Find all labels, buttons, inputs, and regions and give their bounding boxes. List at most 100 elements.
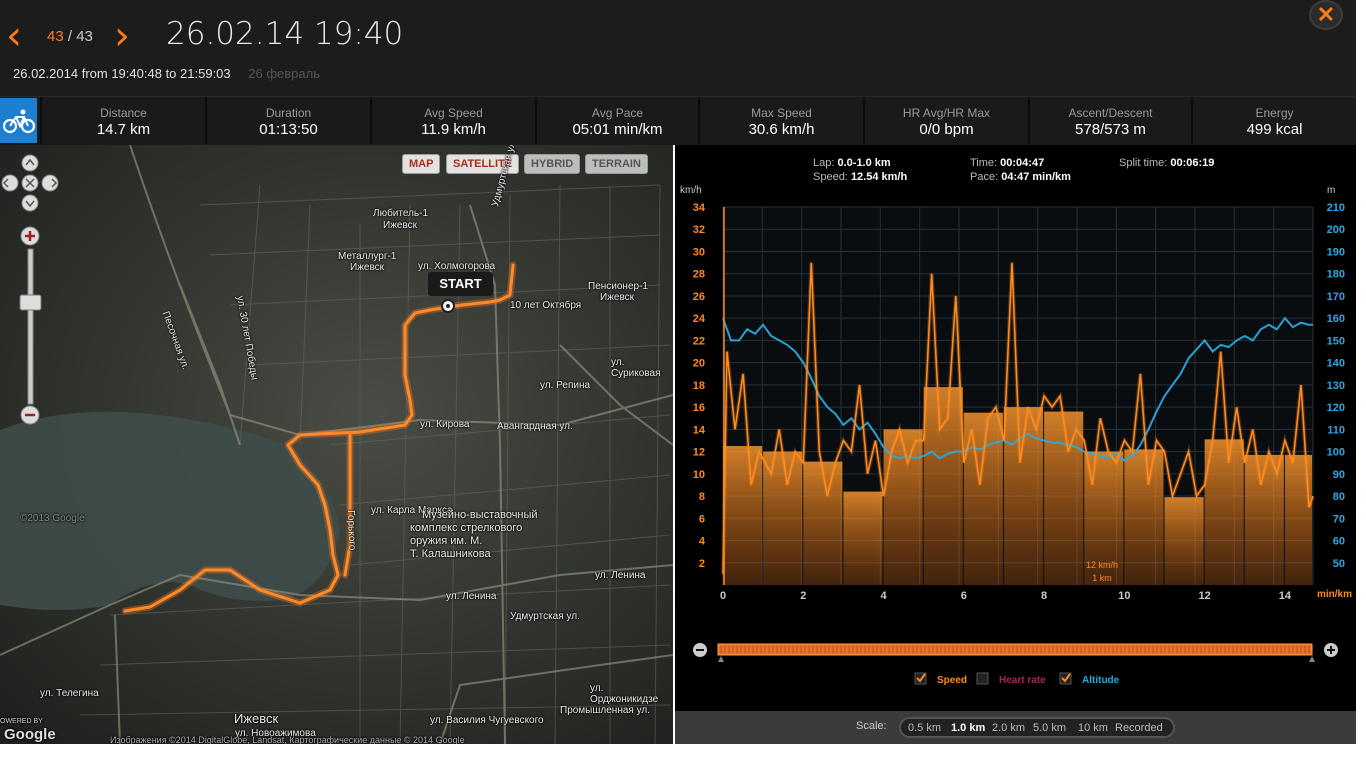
y-right-tick-label: 200 <box>1327 224 1345 236</box>
lap-info: Lap: 0.0-1.0 km <box>813 157 891 169</box>
scale-option-0-5km[interactable]: 0.5 km <box>908 722 942 734</box>
stat-label: Avg Pace <box>591 106 644 120</box>
subtitle-to: to <box>165 66 177 81</box>
map-label: Пенсионер-1 <box>588 281 648 292</box>
y-right-tick-label: 140 <box>1327 358 1345 370</box>
x-tick-label: 12 <box>1199 590 1211 602</box>
scale-option-2km[interactable]: 2.0 km <box>992 722 1026 734</box>
chevron-left-icon[interactable]: ‹ <box>6 13 22 59</box>
stat-label: Avg Speed <box>424 106 483 120</box>
stat-avg-pace: Avg Pace 05:01 min/km <box>535 97 698 144</box>
map-type-terrain-button[interactable]: TERRAIN <box>585 154 648 174</box>
speed-altitude-chart[interactable]: 2468101214161820222426283032345060708090… <box>675 145 1356 711</box>
stat-value: 499 kcal <box>1246 121 1303 138</box>
range-slider-track[interactable] <box>717 643 1313 656</box>
km-speed-bar <box>1044 411 1084 585</box>
scale-option-5km[interactable]: 5.0 km <box>1033 722 1067 734</box>
map-label: Ижевск <box>600 292 635 303</box>
y-right-tick-label: 80 <box>1333 491 1345 503</box>
zoom-slider[interactable] <box>19 226 42 425</box>
map-label: Металлург-1 <box>338 251 397 262</box>
legend-label: Heart rate <box>999 675 1046 686</box>
y-right-tick-label: 150 <box>1327 335 1345 347</box>
map-type-map-button[interactable]: MAP <box>402 154 441 174</box>
google-powered-label: OWERED BY <box>0 718 43 725</box>
y-left-tick-label: 6 <box>699 513 705 525</box>
counter-total: 43 <box>76 28 93 45</box>
map-label: Любитель-1 <box>373 208 429 219</box>
page-title: 26.02.14 19:40 <box>166 16 404 52</box>
route-map[interactable]: MAP SATELLITE HYBRID TERRAIN START Любит… <box>0 145 673 744</box>
stat-label: Max Speed <box>751 106 812 120</box>
stat-label: Distance <box>100 106 147 120</box>
subtitle-end: 21:59:03 <box>180 66 231 81</box>
y-right-tick-label: 90 <box>1333 469 1345 481</box>
chevron-right-icon[interactable]: › <box>114 13 130 59</box>
map-label: ул. Орджоникидзе <box>590 683 659 705</box>
map-type-satellite-button[interactable]: SATELLITE <box>446 154 520 174</box>
stat-ascent-descent: Ascent/Descent 578/573 m <box>1028 97 1191 144</box>
stat-value: 11.9 km/h <box>421 121 486 138</box>
map-label: ул. Василия Чугуевского <box>430 715 544 726</box>
scale-option-10km[interactable]: 10 km <box>1078 722 1108 734</box>
map-label: ул. Холмогорова <box>418 261 496 272</box>
stat-value: 05:01 min/km <box>572 121 663 138</box>
km-speed-bar <box>803 461 843 585</box>
subtitle-start: 19:40:48 <box>111 66 162 81</box>
y-left-tick-label: 18 <box>693 380 705 392</box>
y-right-tick-label: 170 <box>1327 291 1345 303</box>
y-left-tick-label: 2 <box>699 558 705 570</box>
x-tick-label: 2 <box>800 590 806 602</box>
lap-label: Lap: <box>813 157 835 169</box>
map-label: ул. Суриковая <box>611 357 661 379</box>
map-type-hybrid-button[interactable]: HYBRID <box>524 154 581 174</box>
stat-label: Ascent/Descent <box>1068 106 1153 120</box>
y-left-tick-label: 4 <box>699 536 706 548</box>
map-label: Горького <box>345 510 358 551</box>
window-edge <box>1356 0 1366 768</box>
stat-value: 14.7 km <box>96 121 151 138</box>
scale-option-1km[interactable]: 1.0 km <box>951 722 986 734</box>
x-tick-label: 4 <box>880 590 887 602</box>
bar-annotation-distance: 1 km <box>1092 573 1112 583</box>
km-speed-bar <box>843 491 883 585</box>
y-left-tick-label: 12 <box>693 447 705 459</box>
x-tick-label: 8 <box>1041 590 1047 602</box>
legend-checkbox-heart-rate[interactable] <box>976 672 989 685</box>
speed-info: Speed: 12.54 km/h <box>813 171 907 183</box>
subtitle-date: 26.02.2014 <box>13 66 79 81</box>
pace-info: Pace: 04:47 min/km <box>970 171 1071 183</box>
stat-max-speed: Max Speed 30.6 km/h <box>698 97 863 144</box>
pan-control[interactable] <box>1 154 59 212</box>
legend-checkbox-speed[interactable] <box>914 672 927 685</box>
pace-value: 04:47 min/km <box>1001 171 1071 183</box>
altitude-line <box>722 316 1313 462</box>
bar-annotation-speed: 12 km/h <box>1086 560 1118 570</box>
stats-bar: Distance 14.7 km Duration 01:13:50 Avg S… <box>0 96 1366 145</box>
stat-label: Energy <box>1255 106 1294 120</box>
y-left-tick-label: 34 <box>693 202 706 214</box>
stat-value: 0/0 bpm <box>919 121 974 138</box>
scale-label: Scale: <box>856 720 887 732</box>
time-value: 00:04:47 <box>1000 157 1045 169</box>
stat-energy: Energy 499 kcal <box>1191 97 1356 144</box>
legend-label: Speed <box>937 675 967 686</box>
stat-label: HR Avg/HR Max <box>902 106 991 120</box>
checkmark-icon <box>1061 673 1071 683</box>
close-icon[interactable]: ✕ <box>1309 0 1343 30</box>
stat-avg-speed: Avg Speed 11.9 km/h <box>370 97 535 144</box>
map-label: ул. Карла Маркса <box>371 505 453 516</box>
y-right-tick-label: 190 <box>1327 246 1345 258</box>
y-left-tick-label: 16 <box>693 402 705 414</box>
km-speed-bar <box>1164 497 1204 585</box>
y-left-tick-label: 20 <box>693 358 705 370</box>
map-label: ул. Телегина <box>40 688 99 699</box>
y-right-tick-label: 130 <box>1327 380 1345 392</box>
scale-option-recorded[interactable]: Recorded <box>1115 722 1163 734</box>
google-logo: Google <box>4 726 56 743</box>
y-left-tick-label: 24 <box>693 313 706 325</box>
legend-checkbox-altitude[interactable] <box>1059 672 1072 685</box>
y-right-tick-label: 70 <box>1333 513 1345 525</box>
map-label: ул. Ленина <box>595 570 646 581</box>
